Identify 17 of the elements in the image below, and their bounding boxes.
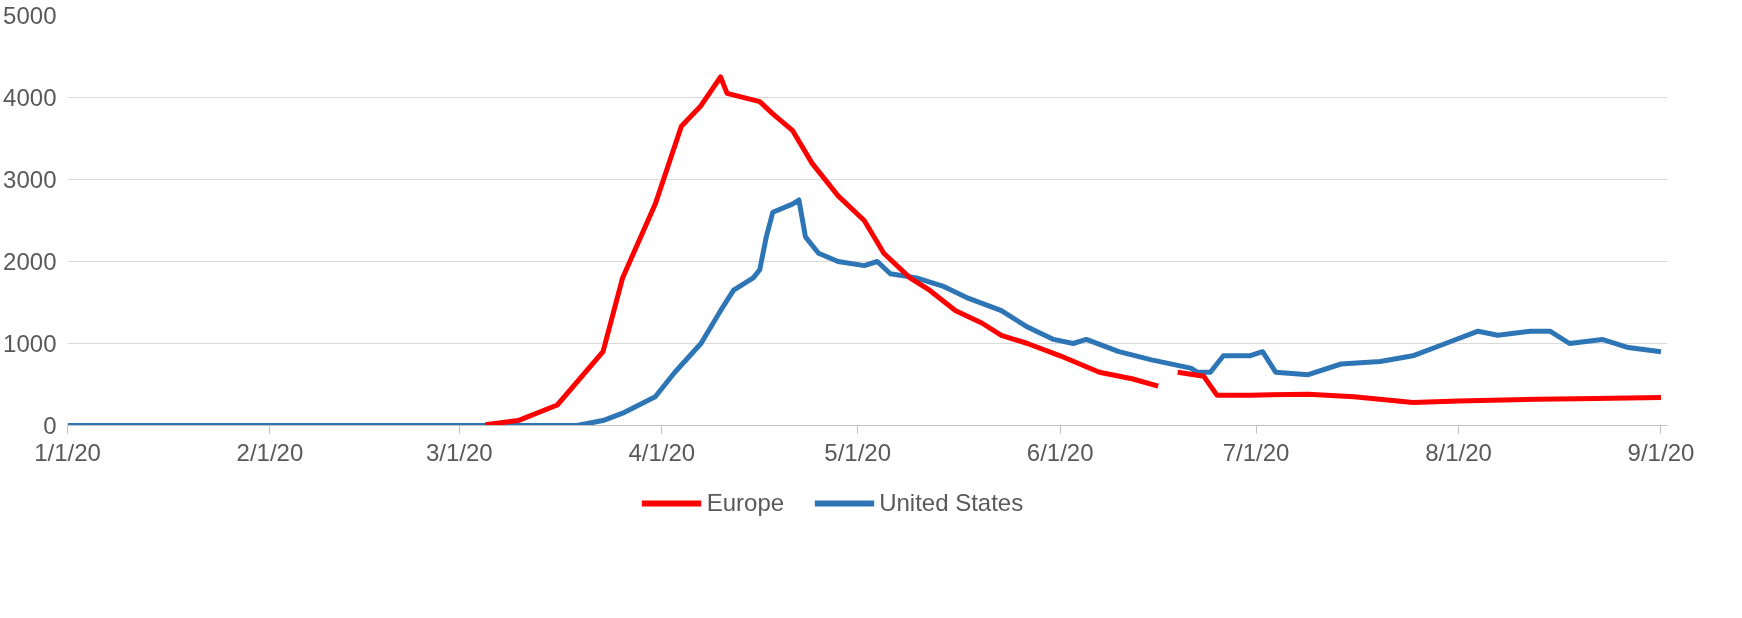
x-tick-label: 3/1/20 (425, 438, 493, 466)
legend-label: United States (879, 489, 1024, 517)
x-tick-label: 9/1/20 (1627, 438, 1695, 466)
x-tick-label: 7/1/20 (1222, 438, 1290, 466)
y-tick-label: 0 (43, 412, 57, 439)
y-tick-label: 3000 (3, 166, 57, 193)
x-tick-label: 8/1/20 (1425, 438, 1492, 466)
y-tick-label: 5000 (3, 2, 57, 29)
y-tick-label: 4000 (3, 84, 57, 111)
x-tick-label: 5/1/20 (824, 438, 892, 466)
y-tick-label: 2000 (3, 248, 57, 275)
legend-label: Europe (706, 489, 785, 517)
x-tick-label: 6/1/20 (1026, 438, 1094, 466)
x-tick-label: 1/1/20 (34, 438, 101, 466)
y-tick-label: 1000 (3, 330, 57, 357)
x-tick-label: 2/1/20 (236, 438, 304, 466)
x-tick-label: 4/1/20 (628, 438, 696, 466)
